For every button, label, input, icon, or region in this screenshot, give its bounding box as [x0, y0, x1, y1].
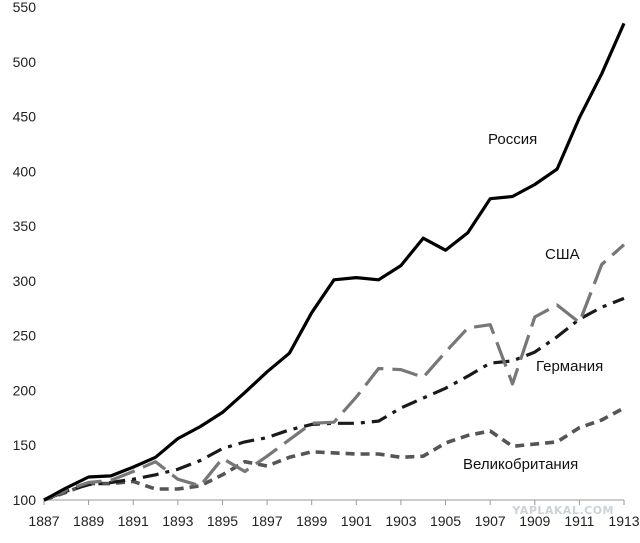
x-tick-label: 1901: [341, 513, 372, 529]
x-tick-label: 1891: [118, 513, 149, 529]
watermark: YAPLAKAL.COM: [511, 504, 614, 517]
y-tick-label: 500: [13, 54, 37, 70]
x-tick-label: 1889: [73, 513, 104, 529]
x-tick-label: 1897: [251, 513, 282, 529]
x-tick-label: 1913: [608, 513, 639, 529]
x-tick-label: 1895: [207, 513, 238, 529]
axes: [43, 499, 625, 505]
y-tick-label: 300: [13, 273, 37, 289]
y-tick-label: 100: [13, 492, 37, 508]
y-tick-label: 200: [13, 382, 37, 398]
series-line-1: [43, 243, 626, 502]
series-line-3: [43, 406, 625, 502]
y-tick-label: 350: [13, 218, 37, 234]
y-tick-label: 250: [13, 328, 37, 344]
series-labels: Россия США Германия Великобритания: [463, 131, 603, 473]
x-tick-label: 1887: [28, 513, 59, 529]
tick-labels: 100 150 200 250 300 350 400 450 500 550 1887 1889 18…: [13, 0, 640, 529]
series-label-3: Великобритания: [463, 456, 578, 473]
x-tick-label: 1905: [430, 513, 461, 529]
series-line-0: [43, 22, 626, 502]
series-label-0: Россия: [488, 131, 537, 148]
x-tick-label: 1899: [296, 513, 327, 529]
x-tick-label: 1909: [519, 513, 550, 529]
x-tick-label: 1911: [564, 513, 594, 529]
series-line-2: [43, 296, 625, 502]
series-lines: [43, 22, 626, 502]
x-tick-label: 1893: [162, 513, 193, 529]
x-tick-label: 1903: [385, 513, 416, 529]
y-tick-label: 400: [13, 163, 37, 179]
y-tick-label: 450: [13, 109, 37, 125]
x-tick-label: 1907: [475, 513, 506, 529]
series-label-2: Германия: [536, 358, 603, 375]
y-tick-label: 550: [13, 0, 37, 15]
series-label-1: США: [545, 246, 580, 263]
y-tick-label: 150: [13, 437, 37, 453]
